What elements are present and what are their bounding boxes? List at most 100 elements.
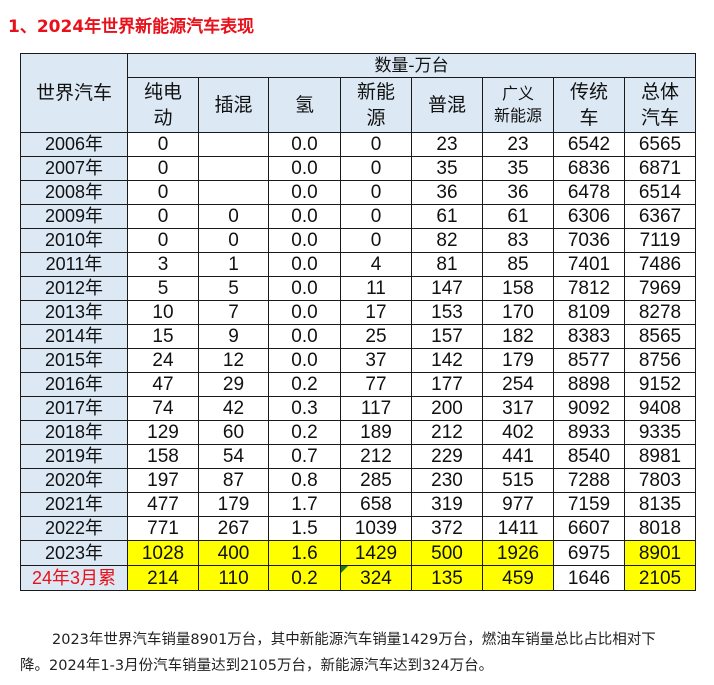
value-cell: 0 — [340, 132, 412, 157]
value-cell: 25 — [340, 324, 412, 349]
value-cell: 0 — [127, 156, 199, 181]
value-cell: 6975 — [553, 540, 625, 566]
column-header: 普混 — [411, 77, 483, 133]
value-cell: 8898 — [553, 372, 625, 397]
table-body: 2006年 0 0.0 0 23 23 6542 6565 2007年 0 0.0 0 35 35 6836… — [20, 132, 697, 591]
table-row: 2013年 10 7 0.0 17 153 170 8109 8278 — [20, 300, 697, 325]
value-cell: 158 — [482, 276, 554, 301]
value-cell: 7119 — [623, 228, 697, 253]
table-row: 2021年 477 179 1.7 658 319 977 7159 8135 — [20, 492, 697, 517]
table-row: 2008年 0 0.0 0 36 36 6478 6514 — [20, 180, 697, 205]
value-cell: 12 — [198, 348, 269, 373]
value-cell: 8981 — [623, 444, 697, 469]
world-vehicle-sales-table: 世界汽车 数量-万台 纯电动插混氢新能源普混 广义 新能源 传统车总体 汽车 2006年… — [20, 53, 697, 591]
value-cell: 11 — [340, 276, 412, 301]
value-cell: 29 — [198, 372, 269, 397]
table-row: 2014年 15 9 0.0 25 157 182 8383 8565 — [20, 324, 697, 349]
year-label: 2006年 — [20, 132, 128, 157]
value-cell: 459 — [482, 565, 554, 591]
value-cell: 1411 — [482, 516, 554, 541]
value-cell: 6514 — [623, 180, 697, 205]
table-row: 2010年 0 0 0.0 0 82 83 7036 7119 — [20, 228, 697, 253]
value-cell: 285 — [340, 468, 412, 493]
value-cell: 7288 — [553, 468, 625, 493]
table-row: 2022年 771 267 1.5 1039 372 1411 6607 8018 — [20, 516, 697, 541]
value-cell: 9 — [198, 324, 269, 349]
value-cell: 0 — [127, 204, 199, 229]
value-cell: 47 — [127, 372, 199, 397]
value-cell: 324 — [340, 565, 412, 591]
unit-group-label: 数量-万台 — [374, 55, 449, 76]
value-cell: 8901 — [623, 540, 697, 566]
value-cell: 1.6 — [268, 540, 341, 566]
value-cell: 74 — [127, 396, 199, 421]
value-cell: 2105 — [623, 565, 697, 591]
value-cell: 36 — [482, 180, 554, 205]
value-cell: 977 — [482, 492, 554, 517]
value-cell: 402 — [482, 420, 554, 445]
value-cell: 6542 — [553, 132, 625, 157]
table-row: 2017年 74 42 0.3 117 200 317 9092 9408 — [20, 396, 697, 421]
value-cell: 179 — [198, 492, 269, 517]
value-cell: 61 — [482, 204, 554, 229]
year-label: 2010年 — [20, 228, 128, 253]
year-label: 2015年 — [20, 348, 128, 373]
value-cell: 8933 — [553, 420, 625, 445]
summary-paragraph: 2023年世界汽车销量8901万台，其中新能源汽车销量1429万台，燃油车销量总… — [20, 627, 710, 679]
value-cell: 117 — [340, 396, 412, 421]
value-cell: 15 — [127, 324, 199, 349]
value-cell: 8756 — [623, 348, 697, 373]
table-row: 2016年 47 29 0.2 77 177 254 8898 9152 — [20, 372, 697, 397]
value-cell — [198, 180, 269, 205]
value-cell: 77 — [340, 372, 412, 397]
value-cell: 0.0 — [268, 204, 341, 229]
value-cell: 179 — [482, 348, 554, 373]
value-cell: 23 — [411, 132, 483, 157]
value-cell: 1646 — [553, 565, 625, 591]
year-label: 2013年 — [20, 300, 128, 325]
value-cell: 9335 — [623, 420, 697, 445]
value-cell: 7159 — [553, 492, 625, 517]
table-row: 2007年 0 0.0 0 35 35 6836 6871 — [20, 156, 697, 181]
value-cell: 0.7 — [268, 444, 341, 469]
value-cell: 8135 — [623, 492, 697, 517]
value-cell: 35 — [411, 156, 483, 181]
value-cell: 35 — [482, 156, 554, 181]
value-cell: 1429 — [340, 540, 412, 566]
section-title: 1、2024年世界新能源汽车表现 — [8, 17, 255, 37]
value-cell: 17 — [340, 300, 412, 325]
summary-line-2: 降。2024年1-3月份汽车销量达到2105万台，新能源汽车达到324万台。 — [20, 658, 494, 674]
table-row: 2018年 129 60 0.2 189 212 402 8933 9335 — [20, 420, 697, 445]
value-cell: 0.0 — [268, 180, 341, 205]
value-cell: 0.0 — [268, 228, 341, 253]
comment-marker-icon — [341, 566, 348, 573]
column-header-row: 纯电动插混氢新能源普混 广义 新能源 传统车总体 汽车 — [21, 77, 697, 133]
value-cell: 0 — [340, 228, 412, 253]
value-cell: 1.5 — [268, 516, 341, 541]
value-cell: 0.2 — [268, 372, 341, 397]
year-label: 2014年 — [20, 324, 128, 349]
value-cell: 110 — [198, 565, 269, 591]
value-cell: 0.0 — [268, 324, 341, 349]
value-cell: 61 — [411, 204, 483, 229]
value-cell: 0.0 — [268, 348, 341, 373]
value-cell: 3 — [127, 252, 199, 277]
value-cell: 189 — [340, 420, 412, 445]
value-cell: 400 — [198, 540, 269, 566]
value-cell: 0.3 — [268, 396, 341, 421]
value-cell: 372 — [411, 516, 483, 541]
value-cell: 214 — [127, 565, 199, 591]
value-cell: 6871 — [623, 156, 697, 181]
table-row: 2006年 0 0.0 0 23 23 6542 6565 — [20, 132, 697, 157]
value-cell: 0 — [340, 204, 412, 229]
year-label: 2008年 — [20, 180, 128, 205]
value-cell: 1039 — [340, 516, 412, 541]
value-cell: 0.0 — [268, 252, 341, 277]
value-cell: 7486 — [623, 252, 697, 277]
value-cell: 8109 — [553, 300, 625, 325]
value-cell: 5 — [127, 276, 199, 301]
value-cell: 9152 — [623, 372, 697, 397]
value-cell: 7401 — [553, 252, 625, 277]
year-label: 2009年 — [20, 204, 128, 229]
value-cell: 6836 — [553, 156, 625, 181]
